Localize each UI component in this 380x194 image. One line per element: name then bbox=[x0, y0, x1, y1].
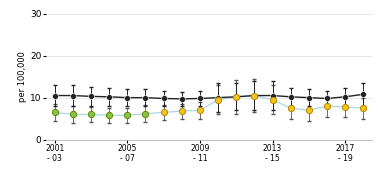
Point bbox=[70, 94, 76, 97]
Point bbox=[106, 114, 112, 117]
Point bbox=[161, 97, 167, 100]
Point bbox=[342, 95, 348, 98]
Point bbox=[70, 113, 76, 116]
Point bbox=[233, 95, 239, 98]
Point bbox=[324, 97, 330, 100]
Point bbox=[288, 107, 294, 110]
Point bbox=[197, 109, 203, 112]
Point bbox=[88, 95, 94, 98]
Point bbox=[142, 96, 149, 99]
Point bbox=[342, 105, 348, 108]
Point bbox=[251, 94, 257, 97]
Point bbox=[142, 112, 149, 115]
Point bbox=[52, 111, 58, 114]
Point bbox=[124, 96, 130, 99]
Point bbox=[269, 98, 275, 101]
Point bbox=[306, 96, 312, 99]
Point bbox=[106, 95, 112, 98]
Point bbox=[324, 105, 330, 108]
Point bbox=[251, 94, 257, 97]
Y-axis label: per 100,000: per 100,000 bbox=[18, 51, 27, 102]
Point bbox=[215, 96, 221, 99]
Point bbox=[215, 98, 221, 101]
Point bbox=[233, 95, 239, 98]
Point bbox=[179, 110, 185, 113]
Point bbox=[360, 93, 366, 96]
Point bbox=[52, 94, 58, 97]
Point bbox=[88, 113, 94, 116]
Point bbox=[360, 107, 366, 110]
Point bbox=[161, 111, 167, 114]
Point bbox=[179, 97, 185, 100]
Point bbox=[197, 97, 203, 100]
Point bbox=[124, 114, 130, 117]
Point bbox=[269, 94, 275, 97]
Point bbox=[306, 109, 312, 112]
Point bbox=[288, 95, 294, 98]
